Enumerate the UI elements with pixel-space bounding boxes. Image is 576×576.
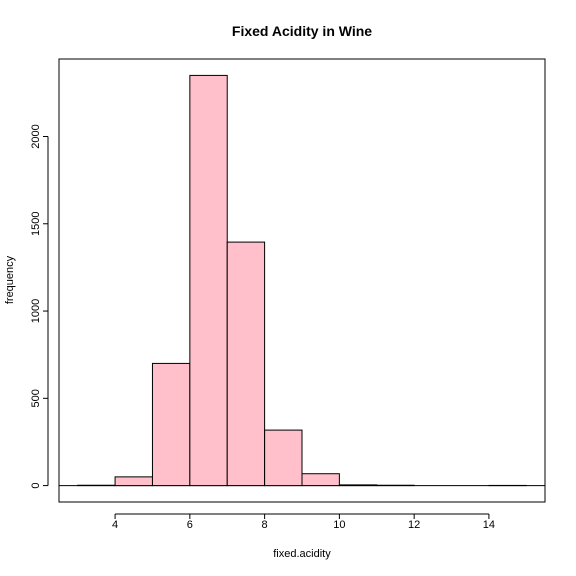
x-axis-label: fixed.acidity	[273, 548, 331, 560]
y-tick-label: 0	[30, 483, 42, 489]
y-tick-label: 500	[30, 389, 42, 407]
histogram-bar	[189, 74, 228, 487]
chart-title: Fixed Acidity in Wine	[232, 23, 372, 39]
x-axis: 4 6 8 10 12 14	[112, 513, 495, 531]
histogram-bar	[226, 241, 266, 487]
y-axis-label: frequency	[4, 255, 16, 304]
histogram-bar	[114, 476, 153, 487]
x-tick-label: 12	[408, 519, 420, 531]
x-tick-label: 10	[333, 519, 345, 531]
histogram-bar	[301, 473, 340, 487]
histogram-bar	[338, 484, 378, 487]
x-tick-label: 6	[187, 519, 193, 531]
bars-group	[77, 74, 527, 487]
y-axis: 0 500 1000 1500 2000	[30, 124, 49, 489]
y-tick-label: 2000	[30, 124, 42, 148]
x-tick-label: 8	[262, 519, 268, 531]
x-tick-label: 4	[112, 519, 118, 531]
plot-frame	[58, 58, 546, 503]
y-tick-label: 1000	[30, 299, 42, 323]
y-tick-label: 1500	[30, 212, 42, 236]
x-tick-label: 14	[483, 519, 495, 531]
histogram-bar	[264, 429, 303, 487]
histogram-bar	[151, 362, 191, 487]
